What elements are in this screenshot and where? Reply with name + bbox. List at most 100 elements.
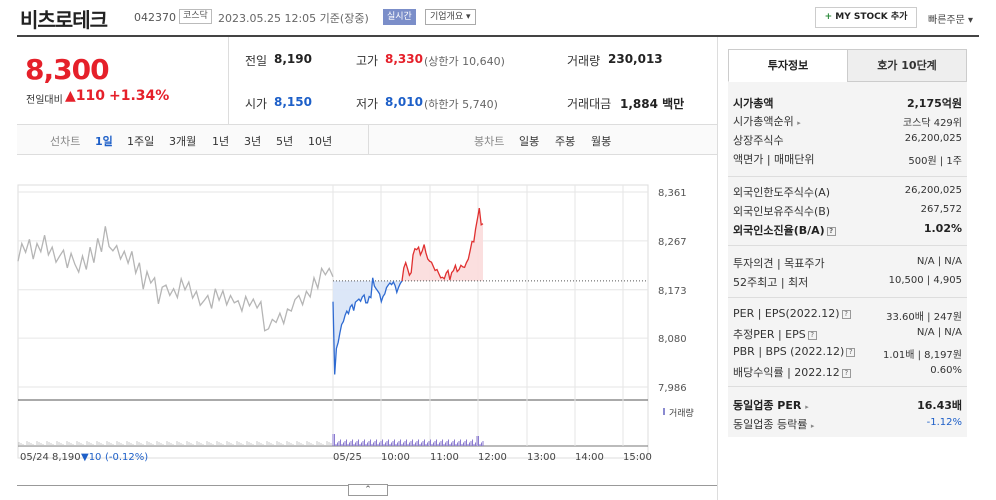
sector-per-text: 동일업종 PER <box>733 399 802 412</box>
prev-day-change: ▼10 <box>81 452 101 463</box>
quote-datetime: 2023.05.25 12:05 기준(장중) <box>218 12 369 25</box>
help-icon[interactable]: ? <box>826 227 836 236</box>
amount-label: 거래대금 <box>567 97 612 111</box>
section-divider <box>728 176 967 177</box>
current-price: 8,300 <box>25 53 110 86</box>
realtime-button[interactable]: 실시간 <box>383 9 416 25</box>
market-cap-rank-value: 코스닥 429위 <box>902 118 962 129</box>
x-tick-label: 05/25 <box>333 452 362 463</box>
volume-label: 거래량 <box>567 54 601 68</box>
x-tick-label: 13:00 <box>527 452 556 463</box>
prev-day-price-line <box>17 226 334 332</box>
low-label: 저가 <box>356 97 379 111</box>
par-value-value: 500원 | 1주 <box>908 156 962 167</box>
foreign-ratio-text: 외국인소진율(B/A) <box>733 224 825 237</box>
tab-monthly-candle[interactable]: 월봉 <box>591 135 612 148</box>
lower-limit-value: (하한가 5,740) <box>424 98 498 111</box>
help-icon[interactable]: ? <box>807 331 817 340</box>
price-change: ▲110 <box>65 88 105 104</box>
est-per-eps-text: 추정PER | EPS <box>733 328 806 341</box>
pbr-bps-text: PBR | BPS (2022.12) <box>733 345 845 358</box>
x-tick-label: 15:00 <box>623 452 652 463</box>
pbr-bps-value: 1.01배 | 8,197원 <box>882 350 962 361</box>
company-overview-button[interactable]: 기업개요 ▾ <box>425 9 476 25</box>
chevron-right-icon: ▸ <box>805 403 809 411</box>
tab-1year[interactable]: 1년 <box>212 135 230 148</box>
volume-bars <box>18 434 484 446</box>
per-eps-value: 33.60배 | 247원 <box>886 312 962 323</box>
per-eps-text: PER | EPS(2022.12) <box>733 307 840 320</box>
chevron-right-icon: ▸ <box>810 422 815 430</box>
collapse-button[interactable]: ⌃ <box>348 484 388 496</box>
price-change-percent: +1.34% <box>109 88 170 104</box>
foreign-hold-label: 외국인보유주식수(B) <box>733 205 831 218</box>
side-panel-border <box>717 37 718 500</box>
tab-orderbook[interactable]: 호가 10단계 <box>847 49 967 82</box>
x-tick-label: 11:00 <box>430 452 459 463</box>
tab-1week[interactable]: 1주일 <box>127 135 155 148</box>
volume-legend-swatch <box>663 408 665 415</box>
chart-period-tabs: 선차트 1일 1주일 3개월 1년 3년 5년 10년 봉차트 일봉 주봉 월봉 <box>17 124 717 155</box>
sector-per-label[interactable]: 동일업종 PER ▸ <box>733 397 809 413</box>
market-cap-value: 2,175억원 <box>906 97 962 110</box>
amount-value: 1,884 백만 <box>620 97 685 111</box>
y-tick-label: 8,361 <box>658 188 687 199</box>
tab-weekly-candle[interactable]: 주봉 <box>555 135 576 148</box>
dividend-yield-value: 0.60% <box>930 365 962 376</box>
chevron-right-icon: ▸ <box>797 119 801 127</box>
prev-close-value: 8,190 <box>274 52 312 66</box>
help-icon[interactable]: ? <box>846 348 856 357</box>
open-label: 시가 <box>245 97 268 111</box>
upper-limit-value: (상한가 10,640) <box>424 55 505 68</box>
section-divider <box>728 297 967 298</box>
tab-3month[interactable]: 3개월 <box>169 135 197 148</box>
est-per-eps-value: N/A | N/A <box>916 327 962 338</box>
volume-value: 230,013 <box>608 52 663 66</box>
market-cap-label: 시가총액 <box>733 97 774 110</box>
opinion-value: N/A | N/A <box>916 256 962 267</box>
market-badge: 코스닥 <box>179 9 212 24</box>
volume-legend: 거래량 <box>669 407 694 419</box>
tab-5year[interactable]: 5년 <box>276 135 294 148</box>
tab-3year[interactable]: 3년 <box>244 135 262 148</box>
tab-1day[interactable]: 1일 <box>95 135 113 148</box>
tab-10year[interactable]: 10년 <box>308 135 333 148</box>
sector-change-label[interactable]: 동일업종 등락률 ▸ <box>733 416 814 432</box>
prev-close-label: 전일 <box>245 54 268 68</box>
dividend-yield-text: 배당수익률 | 2022.12 <box>733 366 840 379</box>
intraday-down-line-area <box>333 277 402 375</box>
add-mystock-label: MY STOCK 추가 <box>835 12 908 22</box>
y-tick-label: 8,173 <box>658 286 687 297</box>
candle-chart-label: 봉차트 <box>474 135 505 148</box>
intraday-down-line <box>332 277 403 375</box>
tab-invest-info[interactable]: 투자정보 <box>728 49 848 82</box>
prev-day-date: 05/24 <box>20 452 49 463</box>
sector-change-value: -1.12% <box>926 417 962 428</box>
stock-code: 042370 <box>134 11 176 24</box>
prev-day-close: 8,190 <box>52 452 81 463</box>
opinion-label: 투자의견 | 목표주가 <box>733 257 825 270</box>
x-tick-label: 14:00 <box>575 452 604 463</box>
low-value: 8,010 <box>385 95 423 109</box>
plus-icon: + <box>824 12 833 22</box>
y-tick-label: 7,986 <box>658 383 687 394</box>
listed-shares-value: 26,200,025 <box>904 133 962 144</box>
intraday-up-line <box>401 207 484 281</box>
help-icon[interactable]: ? <box>841 369 851 378</box>
prev-day-percent: (-0.12%) <box>105 452 148 463</box>
foreign-limit-value: 26,200,025 <box>904 185 962 196</box>
line-chart-label: 선차트 <box>50 135 81 148</box>
tab-divider <box>368 125 369 155</box>
section-divider <box>728 245 967 246</box>
foreign-limit-label: 외국인한도주식수(A) <box>733 186 831 199</box>
tab-daily-candle[interactable]: 일봉 <box>519 135 540 148</box>
help-icon[interactable]: ? <box>841 310 851 319</box>
est-per-eps-label: 추정PER | EPS? <box>733 326 817 342</box>
pbr-bps-label: PBR | BPS (2022.12)? <box>733 345 856 358</box>
y-tick-label: 8,080 <box>658 334 687 345</box>
add-mystock-button[interactable]: + MY STOCK 추가 <box>815 7 917 28</box>
market-cap-rank-label[interactable]: 시가총액순위 ▸ <box>733 113 801 129</box>
stock-name: 비츠로테크 <box>20 8 108 32</box>
quick-order-button[interactable]: 빠른주문 ▾ <box>928 15 973 26</box>
week52-label: 52주최고 | 최저 <box>733 276 809 289</box>
